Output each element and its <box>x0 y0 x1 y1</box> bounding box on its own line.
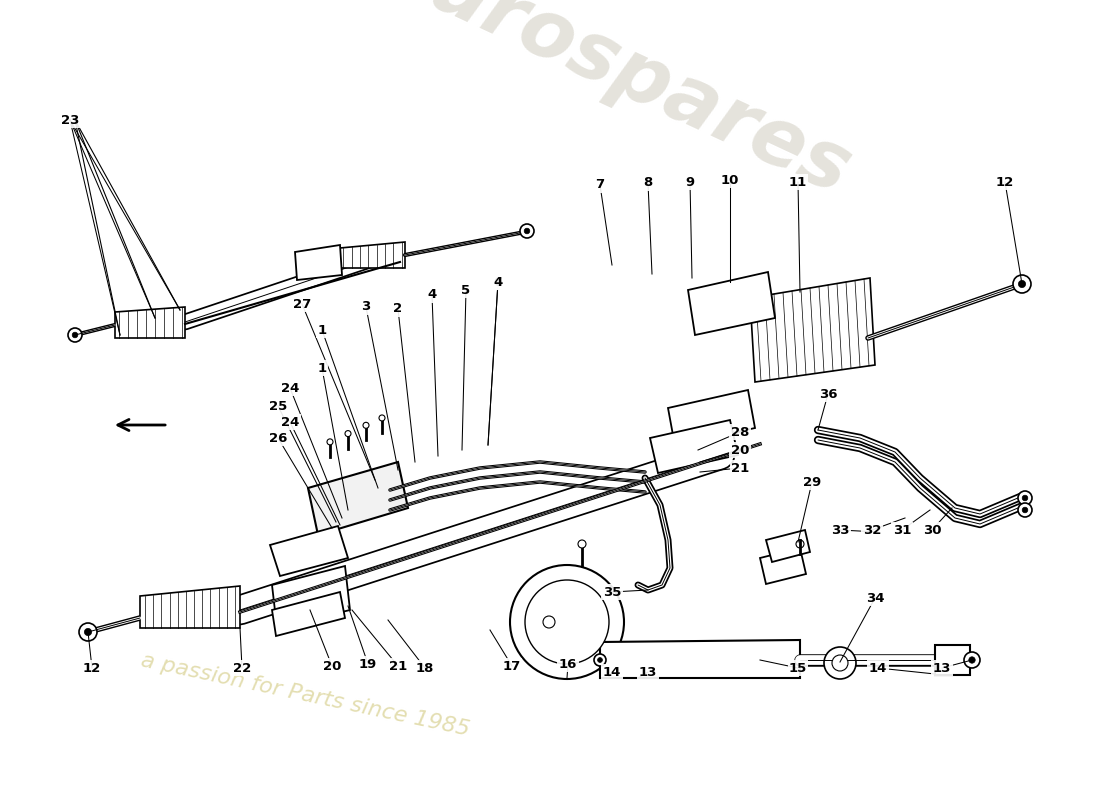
Polygon shape <box>750 278 874 382</box>
Text: 25: 25 <box>268 399 287 413</box>
Text: a passion for Parts since 1985: a passion for Parts since 1985 <box>139 650 471 740</box>
Polygon shape <box>688 272 776 335</box>
Polygon shape <box>140 586 240 628</box>
Text: 35: 35 <box>603 586 622 598</box>
Circle shape <box>543 616 556 628</box>
Polygon shape <box>668 390 755 446</box>
Circle shape <box>345 430 351 437</box>
Text: 12: 12 <box>996 175 1014 189</box>
Polygon shape <box>600 640 800 678</box>
Circle shape <box>1019 280 1025 288</box>
Text: 1: 1 <box>318 362 327 374</box>
Text: 34: 34 <box>866 591 884 605</box>
Polygon shape <box>308 462 408 535</box>
Text: 4: 4 <box>428 289 437 302</box>
Circle shape <box>796 540 804 548</box>
Text: 20: 20 <box>322 659 341 673</box>
Polygon shape <box>116 307 185 338</box>
Polygon shape <box>340 242 405 268</box>
Text: 13: 13 <box>639 666 657 678</box>
Text: 19: 19 <box>359 658 377 670</box>
Text: 32: 32 <box>862 523 881 537</box>
Circle shape <box>327 439 333 445</box>
Circle shape <box>578 540 586 548</box>
Polygon shape <box>272 566 350 628</box>
Text: 26: 26 <box>268 431 287 445</box>
Circle shape <box>1013 275 1031 293</box>
Text: 14: 14 <box>869 662 888 674</box>
Text: eurospares: eurospares <box>367 0 862 211</box>
Text: 17: 17 <box>503 659 521 673</box>
Text: 15: 15 <box>789 662 807 674</box>
Text: 24: 24 <box>280 382 299 394</box>
Circle shape <box>832 655 848 671</box>
Circle shape <box>363 422 368 428</box>
Text: 3: 3 <box>362 301 371 314</box>
Circle shape <box>68 328 82 342</box>
Polygon shape <box>650 420 738 473</box>
Circle shape <box>525 580 609 664</box>
Text: 24: 24 <box>280 415 299 429</box>
Polygon shape <box>295 245 342 280</box>
Polygon shape <box>272 592 345 636</box>
Circle shape <box>969 657 976 663</box>
Circle shape <box>964 652 980 668</box>
Text: 29: 29 <box>803 475 821 489</box>
Text: 9: 9 <box>685 175 694 189</box>
Text: 22: 22 <box>233 662 251 674</box>
Circle shape <box>824 647 856 679</box>
Text: 8: 8 <box>644 177 652 190</box>
Circle shape <box>510 565 624 679</box>
Text: 18: 18 <box>416 662 434 674</box>
Circle shape <box>73 332 78 338</box>
Text: 31: 31 <box>893 523 911 537</box>
Text: 28: 28 <box>730 426 749 438</box>
Text: 30: 30 <box>923 523 942 537</box>
Text: 27: 27 <box>293 298 311 310</box>
Circle shape <box>1022 495 1027 501</box>
Text: 36: 36 <box>818 387 837 401</box>
Polygon shape <box>270 526 348 576</box>
Text: 5: 5 <box>461 283 471 297</box>
Circle shape <box>1018 503 1032 517</box>
Circle shape <box>1022 507 1027 513</box>
Circle shape <box>79 623 97 641</box>
Text: 6: 6 <box>494 275 503 289</box>
Circle shape <box>85 629 91 635</box>
Text: 21: 21 <box>730 462 749 474</box>
Text: 13: 13 <box>933 662 952 674</box>
Text: 7: 7 <box>595 178 605 191</box>
Text: 23: 23 <box>60 114 79 126</box>
Circle shape <box>379 415 385 421</box>
Polygon shape <box>760 548 806 584</box>
Circle shape <box>594 654 606 666</box>
Text: 20: 20 <box>730 443 749 457</box>
Text: 21: 21 <box>389 659 407 673</box>
Text: 2: 2 <box>394 302 403 315</box>
Text: 16: 16 <box>559 658 578 670</box>
Text: 14: 14 <box>603 666 622 678</box>
Text: 10: 10 <box>720 174 739 186</box>
Text: 33: 33 <box>830 523 849 537</box>
Circle shape <box>597 658 603 662</box>
Text: 11: 11 <box>789 175 807 189</box>
Polygon shape <box>766 530 810 562</box>
Polygon shape <box>935 645 970 675</box>
Circle shape <box>525 228 530 234</box>
Text: 12: 12 <box>82 662 101 674</box>
Circle shape <box>520 224 534 238</box>
Circle shape <box>1018 491 1032 505</box>
Text: 1: 1 <box>318 323 327 337</box>
Polygon shape <box>758 286 870 374</box>
Text: 4: 4 <box>494 275 503 289</box>
